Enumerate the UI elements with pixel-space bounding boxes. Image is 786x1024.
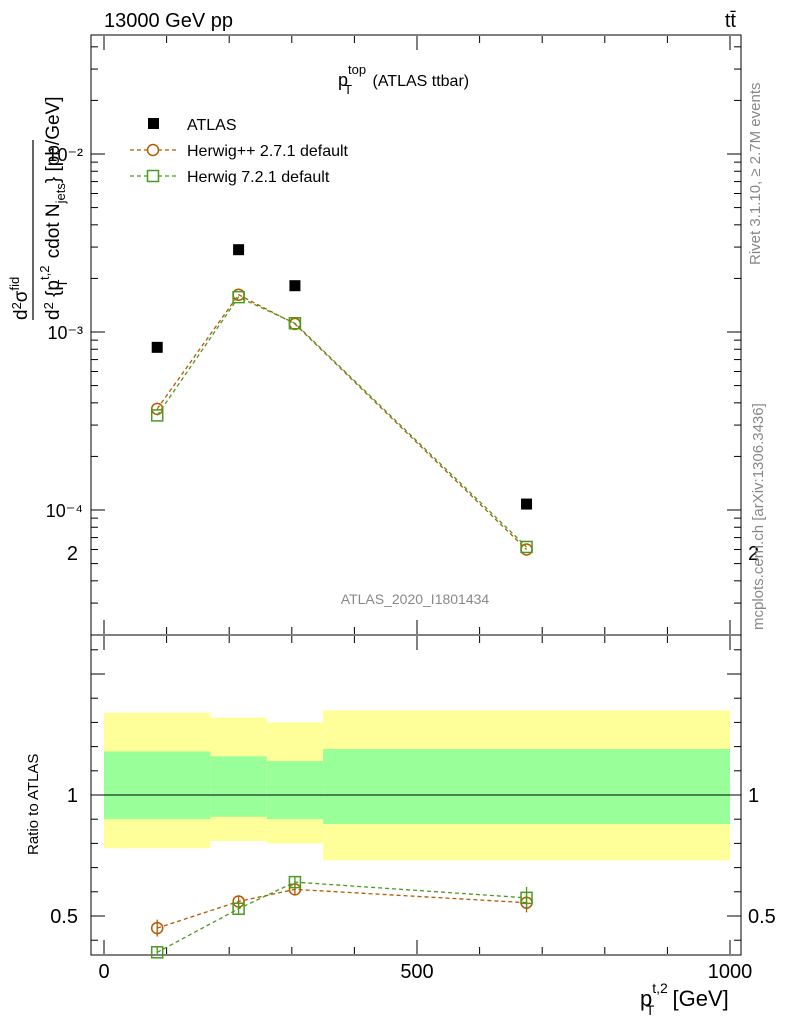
main-point-herwig7 bbox=[288, 316, 302, 330]
main-series-line-herwigpp bbox=[156, 293, 528, 550]
legend-label-herwigpp: Herwig++ 2.7.1 default bbox=[187, 143, 349, 160]
main-point-data bbox=[289, 280, 301, 292]
ratio-y-tick-label-left: 1 bbox=[67, 785, 78, 807]
main-point-data bbox=[151, 341, 163, 353]
svg-text:d2σfid: d2σfid bbox=[7, 277, 32, 320]
main-point-herwig7 bbox=[232, 290, 245, 304]
ratio-point-herwigpp bbox=[150, 921, 164, 935]
energy-label: 13000 GeV pp bbox=[104, 10, 233, 32]
main-y-tick-label: 10⁻⁴ bbox=[46, 501, 83, 521]
plot-title: ptop T (ATLAS ttbar) bbox=[338, 62, 469, 97]
ratio-uncertainty-bands bbox=[104, 710, 730, 861]
ratio-point-herwig7 bbox=[520, 891, 533, 905]
ratio-point-herwig7 bbox=[150, 946, 164, 959]
ratio-point-herwig7 bbox=[288, 875, 302, 889]
ratio-band-inner bbox=[266, 761, 324, 820]
ratio-band-inner bbox=[210, 756, 267, 817]
main-y-tick-label: 10⁻² bbox=[47, 145, 83, 165]
x-axis-label: pt,2 T [GeV] bbox=[640, 980, 729, 1018]
svg-text:d2 {pt,2T cdot Njets} [pb/GeV]: d2 {pt,2T cdot Njets} [pb/GeV] bbox=[37, 97, 70, 321]
ratio-y-tick-label-left: 2 bbox=[67, 543, 78, 565]
ratio-y-axis-label: Ratio to ATLAS bbox=[25, 754, 42, 855]
ratio-point-herwig7 bbox=[232, 902, 245, 915]
ratio-band-inner bbox=[323, 749, 730, 825]
data-series bbox=[150, 244, 533, 959]
rivet-version-label: Rivet 3.1.10, ≥ 2.7M events bbox=[747, 83, 764, 266]
legend-label-atlas: ATLAS bbox=[187, 117, 237, 134]
legend: ATLAS Herwig++ 2.7.1 default Herwig 7.2.… bbox=[130, 117, 349, 186]
legend-marker-herwig7 bbox=[146, 169, 160, 183]
main-point-herwig7 bbox=[150, 409, 164, 422]
ratio-series-line-herwigpp bbox=[157, 888, 527, 929]
x-tick-label: 1000 bbox=[708, 961, 753, 983]
main-point-herwig7 bbox=[520, 540, 533, 554]
x-tick-label: 500 bbox=[400, 961, 433, 983]
axis-ticks: 10⁻⁴ 10⁻³ 10⁻² 0.5 0.5 1 1 2 2 0 500 1000 bbox=[46, 36, 776, 983]
ratio-y-tick-label-left: 0.5 bbox=[50, 906, 78, 928]
ratio-y-tick-label-right: 0.5 bbox=[748, 906, 776, 928]
analysis-id-label: ATLAS_2020_I1801434 bbox=[341, 591, 490, 607]
ratio-y-tick-label-right: 1 bbox=[748, 785, 759, 807]
x-tick-label: 0 bbox=[98, 961, 109, 983]
main-y-tick-label: 10⁻³ bbox=[47, 323, 83, 343]
legend-marker-herwigpp bbox=[146, 143, 160, 157]
main-series-line-herwig7 bbox=[156, 296, 528, 548]
mcplots-label: mcplots.cern.ch [arXiv:1306.3436] bbox=[750, 403, 767, 630]
main-point-data bbox=[233, 244, 245, 256]
main-point-data bbox=[521, 498, 533, 510]
process-label: tt̄ bbox=[725, 10, 737, 32]
main-y-axis-label: d2σfid d2 {pt,2T cdot Njets} [pb/GeV] bbox=[7, 97, 70, 321]
legend-label-herwig7: Herwig 7.2.1 default bbox=[187, 169, 330, 186]
ratio-y-tick-label-right: 2 bbox=[748, 543, 759, 565]
ratio-band-inner bbox=[104, 751, 211, 820]
legend-marker-atlas bbox=[148, 118, 159, 129]
